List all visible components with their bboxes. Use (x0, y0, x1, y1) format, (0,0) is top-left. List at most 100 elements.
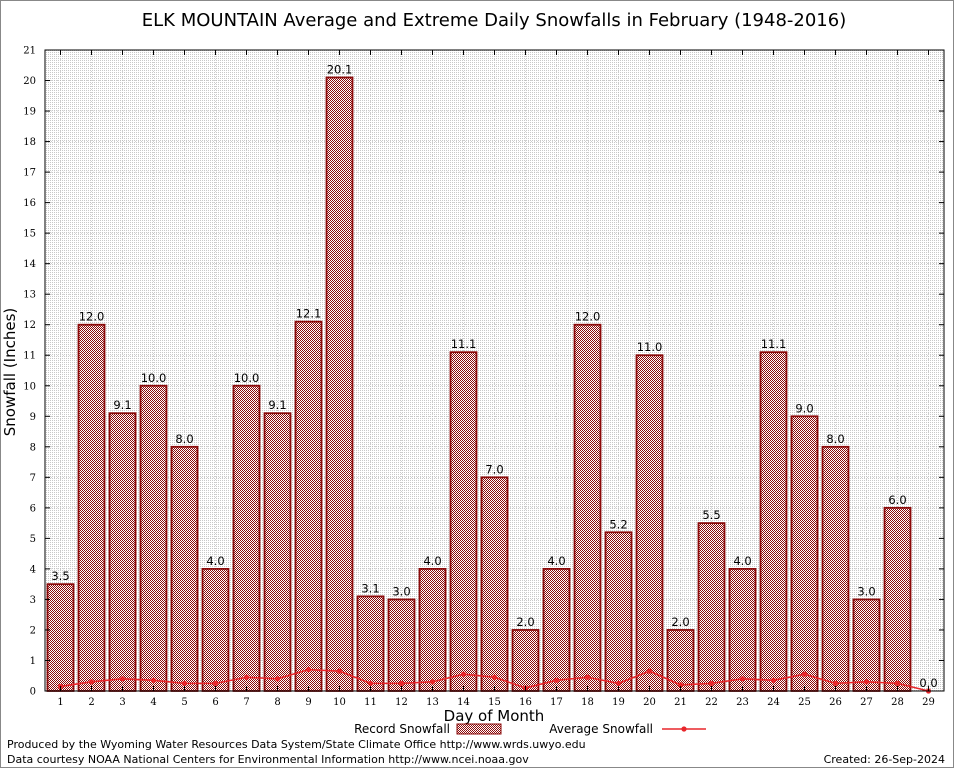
x-tick-label: 1 (57, 697, 63, 708)
bar-value-label: 3.1 (361, 581, 379, 595)
bar-value-label: 9.0 (795, 401, 813, 415)
average-point-day-14 (460, 671, 467, 677)
x-tick-label: 19 (612, 697, 625, 708)
average-point-day-2 (88, 679, 95, 685)
bar-day-5 (170, 445, 199, 692)
bar-value-label: 9.1 (268, 398, 286, 412)
y-tick-label: 1 (30, 656, 36, 667)
average-point-day-23 (739, 676, 746, 682)
x-tick-label: 2 (88, 697, 94, 708)
y-tick-label: 20 (23, 76, 36, 87)
bar-value-label: 5.2 (609, 517, 627, 531)
bar-day-27 (852, 598, 881, 692)
average-point-day-4 (150, 677, 157, 683)
x-tick-label: 11 (364, 697, 377, 708)
x-tick-label: 27 (860, 697, 873, 708)
bar-value-labels: 3.5 12.0 9.1 10.0 8.0 4.0 10.0 9.1 12.1 20.1 3.1 3.… (51, 62, 937, 690)
y-tick-label: 11 (23, 351, 36, 362)
y-tick-label: 19 (23, 107, 36, 118)
average-point-day-26 (832, 680, 839, 686)
legend-average-marker (681, 726, 687, 732)
bar-day-26 (821, 445, 850, 692)
y-tick-label: 13 (23, 290, 36, 301)
x-tick-label: 14 (457, 697, 470, 708)
bar-value-label: 11.0 (637, 340, 663, 354)
x-axis-ticks: 1 2 3 4 5 6 7 8 9 10 11 12 13 14 15 16 17 18 19 20 21 22 23 24 2… (57, 50, 935, 708)
average-point-day-15 (491, 674, 498, 680)
bar-day-22 (697, 522, 726, 692)
bar-day-18 (573, 323, 602, 692)
x-tick-label: 3 (119, 697, 125, 708)
x-tick-label: 29 (922, 697, 935, 708)
bar-value-label: 5.5 (702, 508, 720, 522)
average-point-day-7 (243, 674, 250, 680)
bar-value-label: 3.0 (392, 584, 410, 598)
bar-day-28 (883, 506, 912, 692)
bar-day-16 (511, 629, 540, 692)
x-tick-label: 17 (550, 697, 563, 708)
x-tick-label: 21 (674, 697, 687, 708)
bar-value-label: 12.0 (79, 310, 105, 324)
bar-value-label: 4.0 (206, 554, 224, 568)
bar-day-12 (387, 598, 416, 692)
bar-value-label: 3.0 (857, 584, 875, 598)
average-point-day-12 (398, 680, 405, 686)
x-tick-label: 24 (767, 697, 780, 708)
chart-title: ELK MOUNTAIN Average and Extreme Daily S… (142, 10, 846, 31)
x-tick-label: 16 (519, 697, 532, 708)
bar-day-14 (449, 351, 478, 692)
bar-day-6 (201, 568, 230, 692)
bar-value-label: 2.0 (671, 615, 689, 629)
bar-value-label: 10.0 (234, 371, 260, 385)
bar-day-2 (77, 323, 106, 692)
x-tick-label: 13 (426, 697, 439, 708)
x-tick-label: 20 (643, 697, 656, 708)
bar-value-label: 4.0 (423, 554, 441, 568)
x-tick-label: 8 (274, 697, 280, 708)
average-snowfall-line (57, 667, 932, 694)
x-tick-label: 28 (891, 697, 904, 708)
average-point-day-3 (119, 676, 126, 682)
average-point-day-11 (367, 680, 374, 686)
y-tick-label: 5 (30, 534, 36, 545)
bar-day-21 (666, 629, 695, 692)
footer-data-courtesy: Data courtesy NOAA National Centers for … (7, 753, 529, 766)
average-point-day-5 (181, 680, 188, 686)
x-tick-label: 7 (243, 697, 249, 708)
y-tick-label: 18 (23, 137, 36, 148)
legend-record-label: Record Snowfall (354, 722, 450, 736)
bar-day-20 (635, 354, 664, 692)
bar-day-10 (325, 76, 354, 692)
bar-day-9 (294, 320, 323, 692)
x-tick-label: 4 (150, 697, 156, 708)
average-point-day-6 (212, 680, 219, 686)
y-tick-label: 10 (23, 381, 36, 392)
bar-value-label: 9.1 (113, 398, 131, 412)
x-axis-label: Day of Month (444, 707, 545, 725)
x-tick-label: 10 (333, 697, 346, 708)
bar-day-25 (790, 415, 819, 692)
bar-day-3 (108, 412, 137, 692)
y-tick-label: 21 (23, 46, 36, 57)
bar-value-label: 3.5 (51, 569, 69, 583)
bar-day-7 (232, 384, 261, 692)
bar-value-label: 11.1 (761, 337, 787, 351)
bar-value-label: 6.0 (888, 493, 906, 507)
legend-record-swatch (456, 723, 502, 735)
x-tick-label: 9 (305, 697, 311, 708)
y-tick-label: 15 (23, 229, 36, 240)
x-tick-label: 6 (212, 697, 218, 708)
bar-day-4 (139, 384, 168, 692)
y-tick-label: 3 (30, 595, 36, 606)
average-point-day-19 (615, 680, 622, 686)
y-tick-label: 12 (23, 320, 36, 331)
bar-value-label: 11.1 (451, 337, 477, 351)
x-tick-label: 25 (798, 697, 811, 708)
bar-day-1 (46, 583, 75, 692)
average-point-day-28 (894, 680, 901, 686)
bar-day-13 (418, 568, 447, 692)
y-tick-label: 8 (30, 442, 36, 453)
